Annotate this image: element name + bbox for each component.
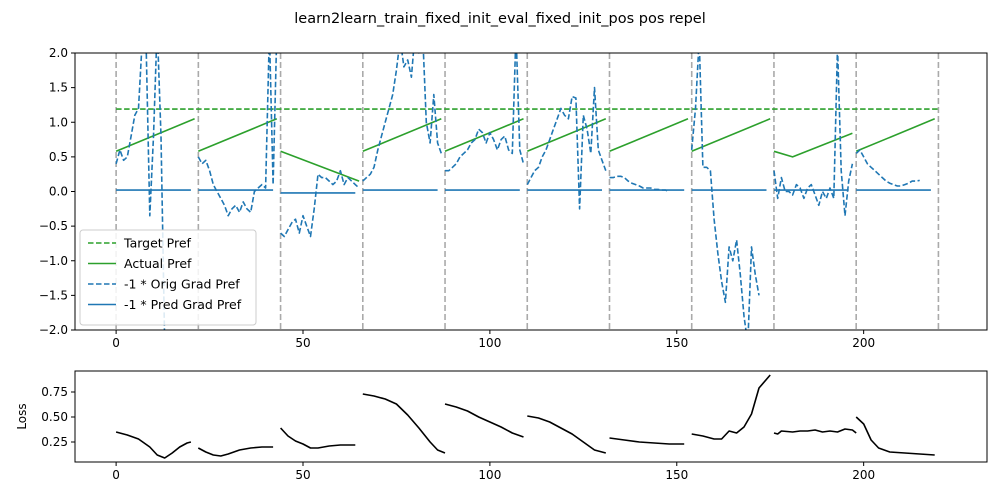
series-line-2 bbox=[115, 53, 166, 330]
series-line-2 bbox=[362, 53, 443, 182]
series-line-0 bbox=[115, 431, 192, 459]
legend-label: Target Pref bbox=[123, 236, 192, 251]
series-line-0 bbox=[773, 428, 857, 435]
legend-box bbox=[79, 229, 257, 326]
y-tick-label: 0.5 bbox=[49, 150, 68, 164]
y-tick-label: −2.0 bbox=[39, 323, 68, 337]
series-line-2 bbox=[690, 53, 760, 330]
x-tick-label: 200 bbox=[852, 336, 875, 350]
y-axis-label: Loss bbox=[15, 403, 29, 429]
bottom-axes: 0 50 100 150 200 0.25 0.50 0.75 Loss bbox=[15, 370, 988, 482]
y-tick-label: 0.25 bbox=[41, 435, 68, 449]
series-line-0 bbox=[527, 415, 607, 454]
series-line-2 bbox=[280, 169, 360, 238]
y-tick-label: 2.0 bbox=[49, 46, 68, 60]
y-tick-label: −0.5 bbox=[39, 219, 68, 233]
series-line-1 bbox=[197, 118, 278, 153]
y-tick-label: −1.0 bbox=[39, 254, 68, 268]
x-tick-label: 50 bbox=[295, 336, 310, 350]
series-line-2 bbox=[855, 149, 920, 187]
y-tick-label: −1.5 bbox=[39, 288, 68, 302]
series-line-1 bbox=[280, 150, 360, 182]
series-line-0 bbox=[691, 374, 771, 440]
series-line-2 bbox=[197, 53, 278, 217]
y-tick-label: 0.50 bbox=[41, 410, 68, 424]
series-line-2 bbox=[526, 86, 607, 210]
x-tick-label: 150 bbox=[665, 468, 688, 482]
x-tick-label: 100 bbox=[478, 468, 501, 482]
y-tick-label: 0.75 bbox=[41, 385, 68, 399]
x-tick-label: 0 bbox=[112, 336, 120, 350]
top-axes: 0 50 100 150 200 −2.0 −1.5 −1.0 −0.5 0.0 0.5 1.0 1.5… bbox=[39, 46, 988, 350]
legend-label: -1 * Pred Grad Pref bbox=[124, 297, 242, 312]
series-line-0 bbox=[609, 437, 685, 445]
y-tick-label: 1.5 bbox=[49, 81, 68, 95]
series-line-1 bbox=[444, 118, 524, 153]
series-line-1 bbox=[362, 118, 442, 153]
x-tick-label: 100 bbox=[478, 336, 501, 350]
x-tick-label: 150 bbox=[665, 336, 688, 350]
series-line-1 bbox=[115, 118, 195, 153]
y-tick-label: 0.0 bbox=[49, 185, 68, 199]
series-line-0 bbox=[280, 427, 356, 449]
figure-title: learn2learn_train_fixed_init_eval_fixed_… bbox=[294, 11, 705, 27]
x-tick-label: 200 bbox=[852, 468, 875, 482]
series-line-1 bbox=[526, 118, 607, 153]
series-line-1 bbox=[855, 118, 936, 153]
series-line-0 bbox=[362, 393, 446, 454]
series-line-1 bbox=[691, 118, 771, 153]
series-line-1 bbox=[609, 118, 689, 153]
series-line-2 bbox=[609, 175, 670, 193]
legend-label: Actual Pref bbox=[124, 256, 192, 271]
legend-label: -1 * Orig Grad Pref bbox=[124, 277, 240, 292]
series-line-2 bbox=[445, 53, 525, 172]
plot-area bbox=[115, 53, 940, 330]
y-tick-label: 1.0 bbox=[49, 115, 68, 129]
x-tick-label: 50 bbox=[295, 468, 310, 482]
x-tick-label: 0 bbox=[112, 468, 120, 482]
series-line-0 bbox=[197, 446, 274, 457]
series-line-0 bbox=[855, 416, 935, 456]
series-line-0 bbox=[444, 403, 524, 438]
plot-area bbox=[115, 374, 935, 459]
series-line-1 bbox=[773, 132, 853, 158]
